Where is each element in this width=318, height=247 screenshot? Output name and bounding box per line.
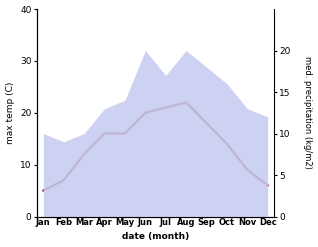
- X-axis label: date (month): date (month): [122, 232, 189, 242]
- Y-axis label: max temp (C): max temp (C): [5, 82, 15, 144]
- Y-axis label: med. precipitation (kg/m2): med. precipitation (kg/m2): [303, 56, 313, 169]
